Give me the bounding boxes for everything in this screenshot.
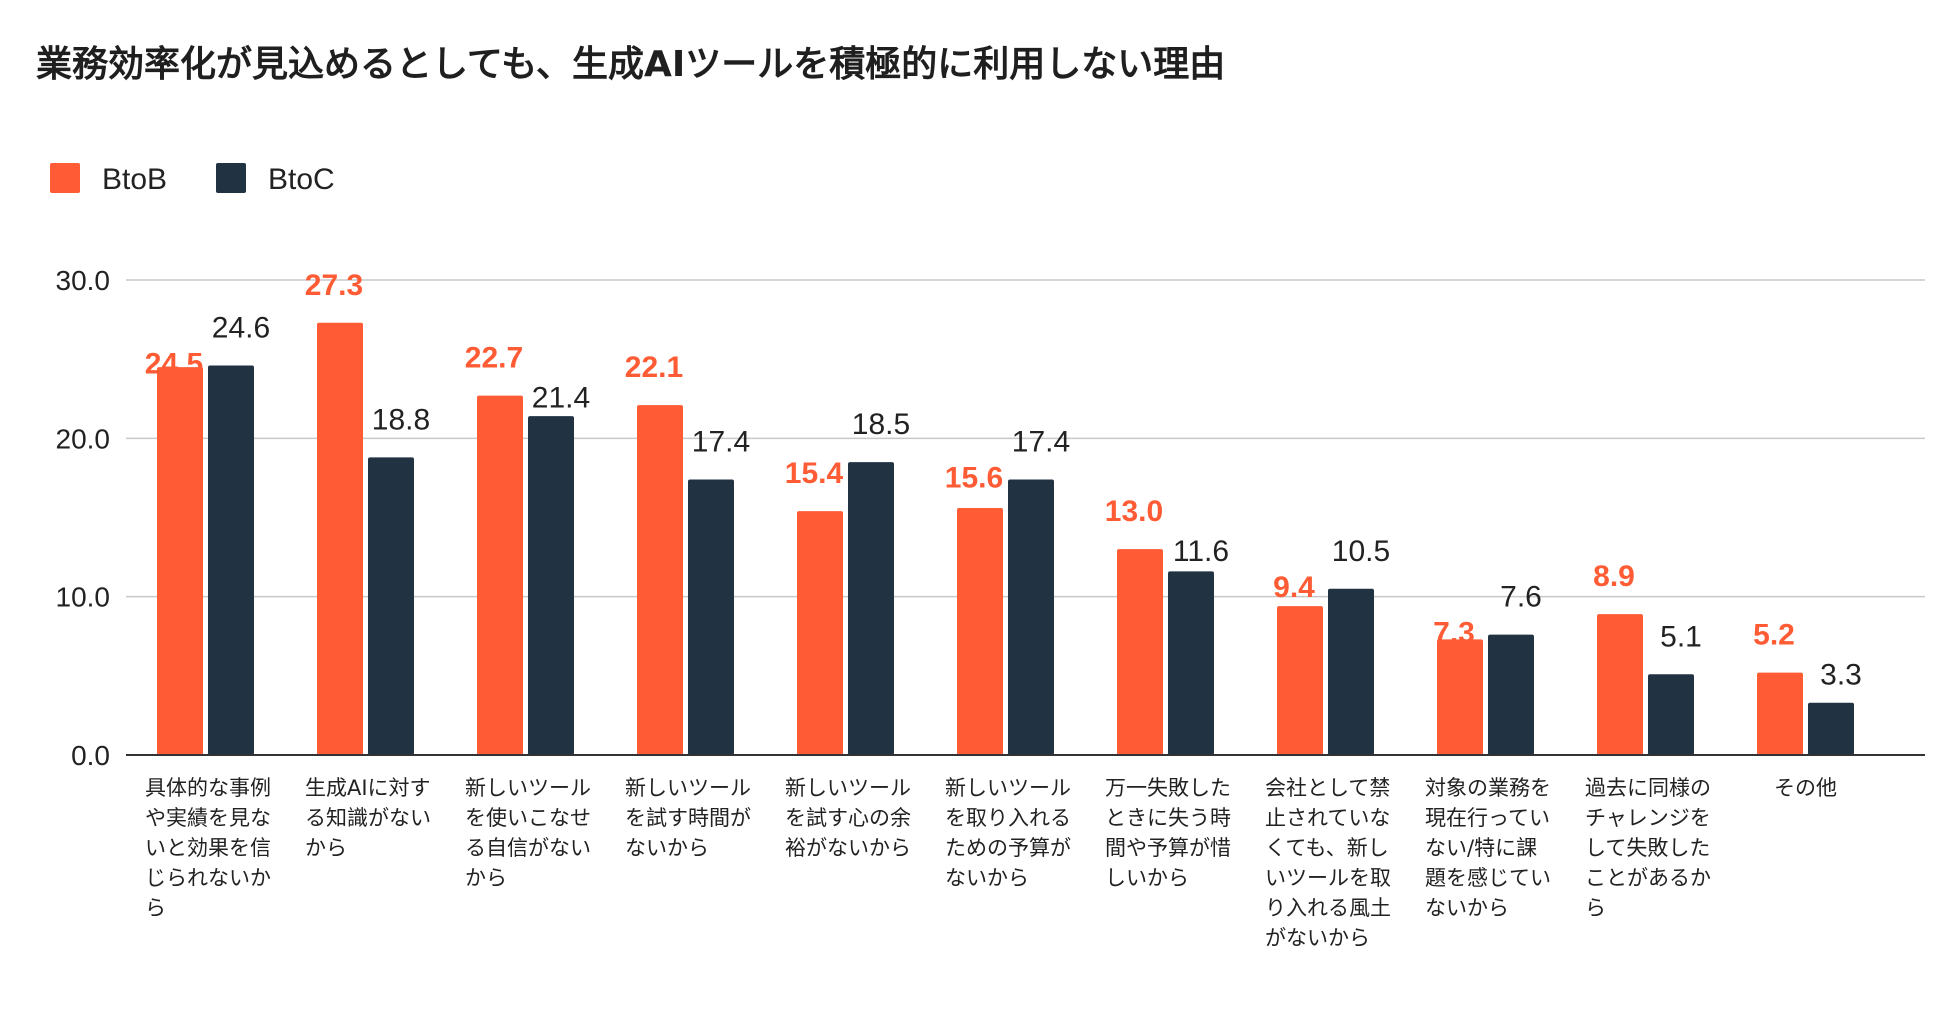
bar-btoc: [1808, 702, 1854, 755]
y-tick-label: 10.0: [56, 582, 111, 613]
data-label-btoc: 18.5: [852, 408, 910, 441]
bar-btob: [637, 405, 683, 755]
bar-btob: [317, 322, 363, 755]
bar-btob: [1437, 639, 1483, 755]
x-tick-label: 生成AIに対する知識がないから: [305, 776, 431, 860]
data-label-btob: 24.5: [145, 348, 203, 381]
legend: BtoB BtoC: [50, 163, 335, 196]
data-label-btob: 5.2: [1753, 619, 1795, 652]
data-label-btob: 27.3: [305, 269, 363, 302]
data-label-btoc: 11.6: [1173, 535, 1229, 568]
y-tick-label: 20.0: [56, 423, 111, 454]
data-label-btob: 22.7: [465, 342, 523, 375]
bar-btoc: [1488, 634, 1534, 755]
bar-btoc: [208, 365, 254, 755]
bar-btoc: [1008, 479, 1054, 755]
bar-btob: [1117, 549, 1163, 755]
chart-title: 業務効率化が見込めるとしても、生成AIツールを積極的に利用しない理由: [36, 44, 1225, 85]
bar-btoc: [528, 416, 574, 755]
data-label-btob: 13.0: [1105, 495, 1163, 528]
bar-btoc: [848, 462, 894, 755]
legend-label-btoc: BtoC: [268, 163, 335, 196]
x-axis-category-labels: 具体的な事例や実績を見ないと効果を信じられないから生成AIに対する知識がないから…: [145, 776, 1837, 950]
x-tick-label: 新しいツールを試す時間がないから: [625, 776, 751, 860]
data-label-btob: 7.3: [1433, 617, 1475, 650]
legend-swatch-btoc: [216, 163, 246, 193]
y-axis: 0.0 10.0 20.0 30.0: [56, 265, 111, 771]
bar-btob: [477, 395, 523, 755]
data-label-btoc: 3.3: [1820, 659, 1862, 692]
legend-label-btob: BtoB: [102, 163, 167, 196]
data-label-btoc: 18.8: [372, 403, 430, 436]
bar-btob: [1757, 672, 1803, 755]
bar-btob: [1597, 614, 1643, 755]
bars: [157, 322, 1854, 755]
x-tick-label: その他: [1774, 776, 1837, 800]
x-tick-label: 新しいツールを取り入れるための予算がないから: [945, 776, 1071, 890]
y-tick-label: 30.0: [56, 265, 111, 296]
data-label-btob: 15.6: [945, 462, 1003, 495]
x-tick-label: 会社として禁止されていなくても、新しいツールを取り入れる風土がないから: [1265, 776, 1391, 950]
bar-btoc: [368, 457, 414, 755]
x-tick-label: 具体的な事例や実績を見ないと効果を信じられないから: [145, 776, 271, 920]
bar-btoc: [688, 479, 734, 755]
bar-btoc: [1328, 588, 1374, 755]
bar-btob: [957, 508, 1003, 755]
x-tick-label: 新しいツールを試す心の余裕がないから: [785, 776, 911, 860]
data-label-btoc: 7.6: [1500, 581, 1542, 614]
data-label-btoc: 17.4: [1012, 426, 1070, 459]
bar-btob: [1277, 606, 1323, 755]
data-label-btob: 8.9: [1593, 560, 1635, 593]
y-tick-label: 0.0: [71, 740, 110, 771]
x-tick-label: 対象の業務を現在行っていない/特に課題を感じていないから: [1425, 776, 1551, 920]
value-labels: 24.5 24.6 27.3 18.8 22.7 21.4 22.1 17.4 15.418.5…: [145, 269, 1862, 692]
x-tick-label: 過去に同様のチャレンジをして失敗したことがあるから: [1585, 776, 1711, 920]
data-label-btoc: 24.6: [212, 312, 270, 345]
data-label-btob: 15.4: [785, 457, 844, 490]
bar-btob: [797, 511, 843, 755]
legend-swatch-btob: [50, 163, 80, 193]
data-label-btoc: 17.4: [692, 426, 750, 459]
data-label-btob: 22.1: [625, 351, 683, 384]
data-label-btob: 9.4: [1273, 571, 1315, 604]
x-tick-label: 新しいツールを使いこなせる自信がないから: [465, 776, 591, 890]
x-tick-label: 万一失敗したときに失う時間や予算が惜しいから: [1105, 776, 1231, 890]
bar-btob: [157, 367, 203, 755]
data-label-btoc: 21.4: [532, 382, 590, 415]
bar-btoc: [1168, 571, 1214, 755]
data-label-btoc: 10.5: [1332, 535, 1390, 568]
bar-btoc: [1648, 674, 1694, 755]
data-label-btoc: 5.1: [1660, 620, 1702, 653]
